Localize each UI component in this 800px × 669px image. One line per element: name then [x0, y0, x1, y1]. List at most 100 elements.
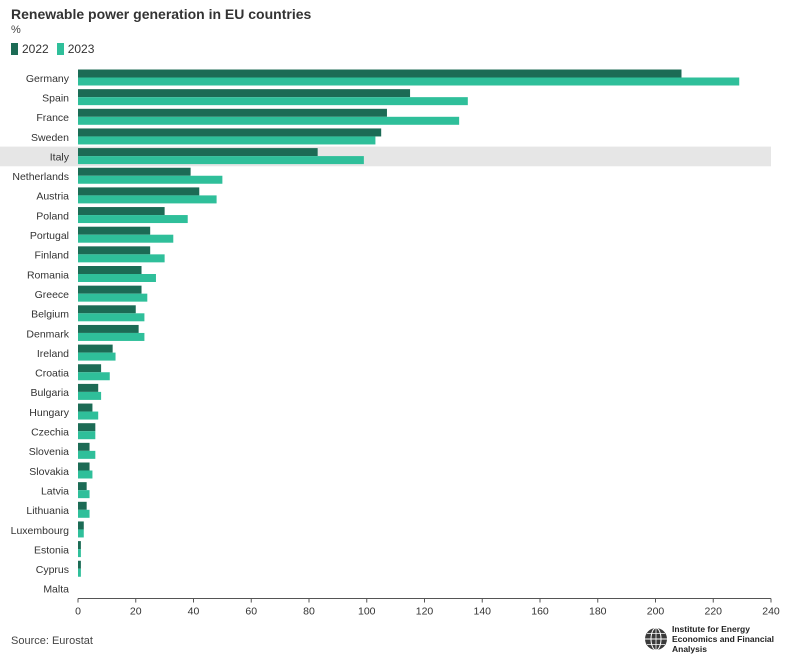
x-tick-label-40: 40: [188, 606, 200, 618]
category-label-bulgaria: Bulgaria: [30, 387, 69, 399]
category-label-estonia: Estonia: [34, 544, 69, 556]
bar-latvia-2022: [78, 482, 87, 491]
x-tick-label-80: 80: [303, 606, 315, 618]
organization-logo: Institute for Energy Economics and Finan…: [644, 624, 792, 654]
bar-spain-2023: [78, 97, 468, 106]
category-label-luxembourg: Luxembourg: [11, 525, 70, 537]
bar-czechia-2023: [78, 431, 96, 440]
x-tick-label-160: 160: [531, 606, 549, 618]
bar-greece-2022: [78, 285, 142, 294]
bar-slovenia-2022: [78, 442, 90, 451]
category-label-sweden: Sweden: [31, 132, 69, 144]
bar-luxembourg-2022: [78, 521, 84, 530]
bar-estonia-2022: [78, 541, 81, 550]
bar-spain-2022: [78, 89, 411, 98]
bar-romania-2022: [78, 266, 142, 274]
bar-belgium-2023: [78, 313, 145, 322]
bar-croatia-2023: [78, 372, 110, 381]
category-label-denmark: Denmark: [26, 328, 69, 340]
x-tick-label-240: 240: [762, 606, 780, 618]
bar-estonia-2023: [78, 549, 81, 558]
bar-hungary-2022: [78, 403, 93, 412]
bar-latvia-2023: [78, 490, 90, 499]
category-label-romania: Romania: [27, 269, 69, 281]
bar-hungary-2023: [78, 411, 99, 420]
chart-unit: %: [11, 24, 21, 36]
bar-poland-2023: [78, 215, 188, 224]
bar-croatia-2022: [78, 364, 102, 373]
bar-poland-2022: [78, 207, 165, 216]
category-label-ireland: Ireland: [37, 348, 69, 360]
bar-bulgaria-2023: [78, 391, 102, 400]
bar-bulgaria-2022: [78, 383, 99, 392]
bar-slovenia-2023: [78, 450, 96, 459]
bar-cyprus-2022: [78, 560, 81, 569]
bar-austria-2022: [78, 187, 200, 196]
x-tick-label-180: 180: [589, 606, 607, 618]
bar-finland-2022: [78, 246, 151, 255]
x-tick-label-140: 140: [473, 606, 491, 618]
bar-romania-2023: [78, 274, 156, 282]
x-tick-label-220: 220: [704, 606, 722, 618]
category-label-hungary: Hungary: [29, 407, 69, 419]
legend-swatch-2023: [56, 43, 64, 55]
category-label-greece: Greece: [35, 289, 70, 301]
bar-germany-2022: [78, 69, 682, 78]
x-tick-label-200: 200: [647, 606, 665, 618]
bar-ireland-2023: [78, 352, 116, 361]
category-label-czechia: Czechia: [31, 427, 69, 439]
chart-title: Renewable power generation in EU countri…: [11, 6, 312, 22]
legend: 2022 2023: [11, 42, 102, 56]
x-tick-label-120: 120: [416, 606, 434, 618]
x-tick-label-100: 100: [358, 606, 376, 618]
bar-lithuania-2022: [78, 501, 87, 510]
x-tick-label-20: 20: [130, 606, 142, 618]
category-label-poland: Poland: [36, 210, 69, 222]
category-label-netherlands: Netherlands: [12, 171, 69, 183]
category-label-finland: Finland: [35, 250, 70, 262]
bar-finland-2023: [78, 254, 165, 263]
category-label-germany: Germany: [26, 73, 70, 85]
bar-portugal-2023: [78, 234, 174, 243]
bar-portugal-2022: [78, 226, 151, 235]
logo-text: Institute for Energy Economics and Finan…: [672, 624, 775, 654]
category-label-cyprus: Cyprus: [36, 564, 69, 576]
bar-luxembourg-2023: [78, 529, 84, 538]
legend-label-2023: 2023: [67, 42, 95, 56]
bar-france-2023: [78, 116, 460, 125]
category-label-slovakia: Slovakia: [29, 466, 69, 478]
category-label-croatia: Croatia: [35, 368, 69, 380]
bar-slovakia-2022: [78, 462, 90, 471]
category-label-belgium: Belgium: [31, 309, 69, 321]
bar-sweden-2023: [78, 136, 376, 145]
bar-sweden-2022: [78, 128, 382, 137]
legend-item-2022: 2022: [11, 42, 49, 56]
bar-austria-2023: [78, 195, 217, 204]
bar-netherlands-2023: [78, 175, 223, 184]
bar-netherlands-2022: [78, 167, 191, 176]
category-label-spain: Spain: [42, 92, 69, 104]
bar-denmark-2022: [78, 324, 139, 333]
legend-swatch-2022: [11, 43, 18, 55]
bar-denmark-2023: [78, 332, 145, 341]
source-note: Source: Eurostat: [11, 635, 93, 647]
bar-cyprus-2023: [78, 568, 81, 577]
legend-item-2023: 2023: [56, 42, 95, 56]
category-label-latvia: Latvia: [41, 485, 69, 497]
legend-label-2022: 2022: [22, 42, 49, 56]
category-label-italy: Italy: [50, 151, 70, 163]
category-label-portugal: Portugal: [30, 230, 69, 242]
category-label-lithuania: Lithuania: [26, 505, 69, 517]
globe-icon: [645, 627, 667, 651]
bar-italy-2022: [78, 148, 318, 157]
category-label-slovenia: Slovenia: [29, 446, 69, 458]
x-tick-label-0: 0: [75, 606, 81, 618]
bar-greece-2023: [78, 293, 148, 302]
bar-ireland-2022: [78, 344, 113, 353]
bar-france-2022: [78, 108, 387, 117]
category-label-malta: Malta: [43, 584, 69, 596]
x-tick-label-60: 60: [245, 606, 257, 618]
bar-lithuania-2023: [78, 509, 90, 518]
bar-belgium-2022: [78, 305, 136, 314]
